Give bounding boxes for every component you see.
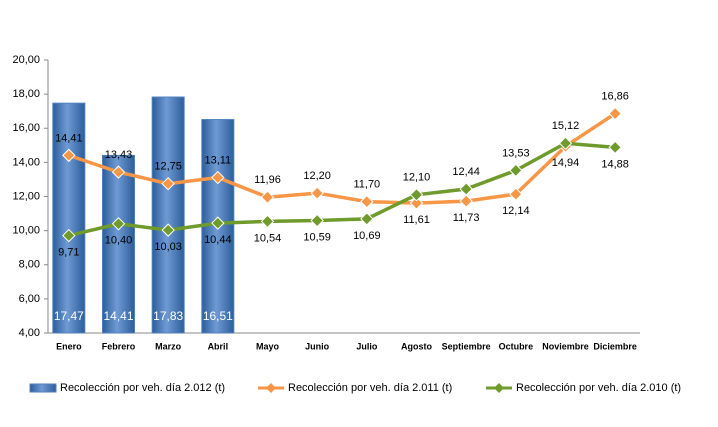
marker	[211, 170, 225, 185]
marker	[360, 194, 374, 209]
data-label: 10,03	[154, 241, 182, 253]
legend-swatch	[29, 383, 57, 393]
data-label: 15,12	[552, 120, 580, 132]
legend-label: Recolección por veh. día 2.010 (t)	[516, 382, 681, 394]
marker	[260, 214, 275, 229]
x-tick-label: Octubre	[499, 341, 534, 351]
bar-label: 17,83	[153, 309, 183, 323]
marker	[509, 163, 523, 178]
x-tick-label: Septiembre	[442, 341, 491, 351]
bar-label: 16,51	[203, 309, 233, 323]
y-tick-label: 6,00	[19, 293, 40, 305]
data-label: 11,73	[453, 212, 480, 224]
x-tick-label: Mayo	[256, 341, 280, 351]
x-tick-label: Agosto	[401, 341, 432, 351]
marker	[161, 176, 175, 191]
data-label: 9,71	[58, 246, 79, 258]
marker	[608, 106, 622, 121]
bar-label: 17,47	[54, 309, 84, 323]
bar	[151, 96, 185, 334]
data-label: 10,59	[303, 231, 331, 243]
x-tick-label: Abril	[208, 341, 229, 351]
data-label: 14,94	[552, 157, 580, 169]
data-label: 13,11	[204, 154, 231, 166]
data-label: 10,54	[254, 232, 282, 244]
x-tick-label: Noviembre	[542, 341, 589, 351]
marker	[161, 223, 175, 237]
x-tick-label: Junio	[305, 341, 330, 351]
y-tick-label: 16,00	[12, 122, 40, 134]
legend-marker	[266, 383, 276, 393]
marker	[360, 212, 374, 226]
x-tick-label: Julio	[356, 341, 378, 351]
y-tick-label: 18,00	[12, 88, 40, 100]
y-tick-label: 10,00	[12, 225, 40, 237]
marker	[260, 190, 275, 204]
x-tick-label: Enero	[56, 341, 82, 351]
y-tick-label: 14,00	[12, 156, 40, 168]
data-label: 11,61	[403, 214, 430, 226]
data-label: 16,86	[601, 90, 629, 102]
x-tick-label: Febrero	[102, 341, 136, 351]
legend-label: Recolección por veh. día 2.012 (t)	[60, 382, 225, 394]
marker	[111, 165, 126, 179]
legend-label: Recolección por veh. día 2.011 (t)	[288, 382, 452, 394]
x-tick-label: Marzo	[155, 341, 182, 351]
data-label: 10,69	[353, 230, 381, 242]
y-tick-label: 12,00	[12, 190, 40, 202]
marker	[111, 217, 126, 231]
data-label: 11,96	[254, 174, 281, 186]
y-tick-label: 8,00	[19, 259, 40, 271]
data-label: 12,75	[154, 161, 182, 173]
marker	[608, 140, 622, 155]
line	[68, 141, 616, 238]
marker	[211, 216, 225, 230]
line	[68, 112, 617, 205]
data-label: 13,53	[502, 147, 530, 159]
marker	[62, 228, 76, 243]
marker	[409, 188, 424, 202]
marker	[459, 194, 473, 208]
data-label: 12,20	[303, 170, 331, 182]
x-tick-label: Diciembre	[593, 341, 637, 351]
data-label: 14,41	[55, 132, 83, 144]
marker	[310, 186, 324, 200]
data-label: 13,43	[105, 149, 133, 161]
data-label: 10,44	[204, 234, 232, 246]
marker	[459, 182, 473, 196]
data-label: 10,40	[105, 235, 133, 247]
bar	[52, 102, 86, 334]
marker	[509, 187, 523, 201]
bar	[102, 154, 135, 334]
data-label: 12,10	[403, 172, 431, 184]
bar-label: 14,41	[103, 309, 133, 323]
marker	[62, 148, 76, 163]
data-label: 11,70	[353, 179, 380, 191]
marker	[409, 196, 424, 210]
data-label: 12,44	[452, 166, 480, 178]
marker	[558, 136, 573, 150]
marker	[310, 213, 324, 228]
y-tick-label: 4,00	[19, 327, 40, 339]
data-label: 12,14	[502, 205, 530, 217]
data-label: 14,88	[601, 158, 629, 170]
legend-marker	[494, 383, 504, 393]
y-tick-label: 20,00	[12, 54, 40, 66]
